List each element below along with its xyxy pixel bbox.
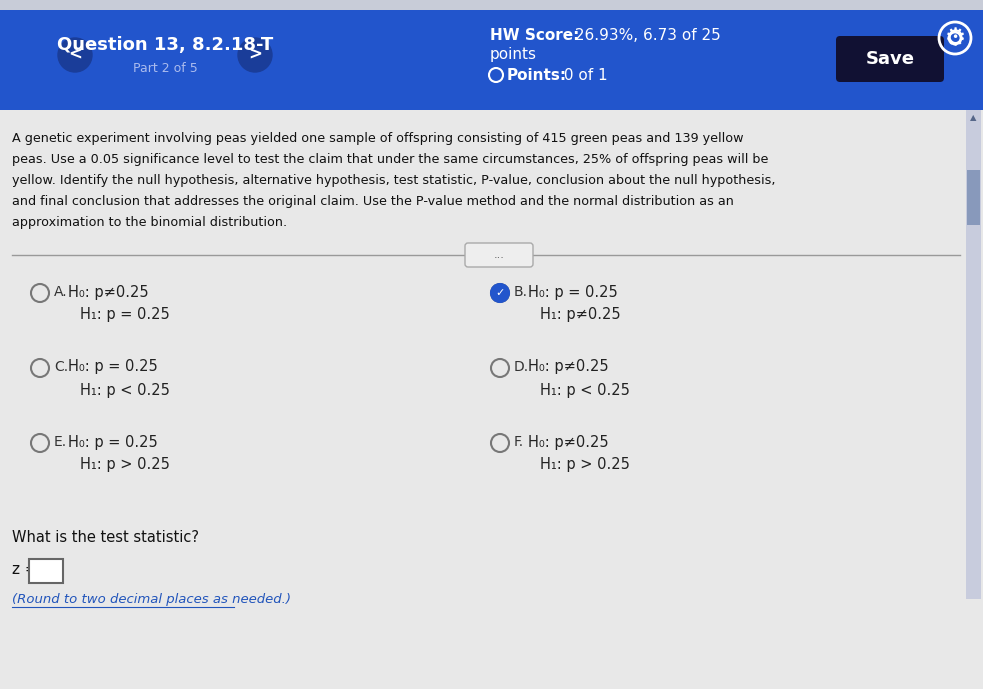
Text: >: > [248,46,262,64]
Text: Part 2 of 5: Part 2 of 5 [133,61,198,74]
Text: A.: A. [54,285,68,299]
Text: ...: ... [493,250,504,260]
FancyBboxPatch shape [967,170,980,225]
Text: D.: D. [514,360,529,374]
Text: H₀: p = 0.25: H₀: p = 0.25 [68,435,157,449]
Text: z =: z = [12,562,37,577]
Text: What is the test statistic?: What is the test statistic? [12,531,199,546]
Text: H₀: p≠0.25: H₀: p≠0.25 [528,435,608,449]
FancyBboxPatch shape [465,243,533,267]
FancyBboxPatch shape [966,110,981,599]
FancyBboxPatch shape [0,110,983,689]
FancyBboxPatch shape [29,559,63,583]
Text: H₀: p≠0.25: H₀: p≠0.25 [68,285,148,300]
Text: H₁: p < 0.25: H₁: p < 0.25 [80,382,170,398]
Text: H₁: p = 0.25: H₁: p = 0.25 [80,307,170,322]
Text: F.: F. [514,435,524,449]
Text: ✓: ✓ [495,288,504,298]
Text: (Round to two decimal places as needed.): (Round to two decimal places as needed.) [12,593,291,606]
Text: yellow. Identify the null hypothesis, alternative hypothesis, test statistic, P-: yellow. Identify the null hypothesis, al… [12,174,776,187]
Text: H₁: p > 0.25: H₁: p > 0.25 [80,457,170,473]
Text: E.: E. [54,435,67,449]
Text: peas. Use a 0.05 significance level to test the claim that under the same circum: peas. Use a 0.05 significance level to t… [12,153,769,166]
Text: H₁: p > 0.25: H₁: p > 0.25 [540,457,630,473]
Text: H₁: p≠0.25: H₁: p≠0.25 [540,307,620,322]
Text: A genetic experiment involving peas yielded one sample of offspring consisting o: A genetic experiment involving peas yiel… [12,132,743,145]
Text: <: < [68,46,82,64]
Text: ⚙: ⚙ [945,26,965,50]
Circle shape [491,284,509,302]
Circle shape [58,38,92,72]
Text: Question 13, 8.2.18-T: Question 13, 8.2.18-T [57,36,273,54]
Text: ▲: ▲ [970,114,976,123]
FancyBboxPatch shape [836,36,944,82]
Text: Points:: Points: [507,68,567,83]
Text: H₁: p < 0.25: H₁: p < 0.25 [540,382,630,398]
Text: H₀: p≠0.25: H₀: p≠0.25 [528,360,608,375]
Text: 26.93%, 6.73 of 25: 26.93%, 6.73 of 25 [570,28,721,43]
Text: and final conclusion that addresses the original claim. Use the P-value method a: and final conclusion that addresses the … [12,195,734,208]
Text: approximation to the binomial distribution.: approximation to the binomial distributi… [12,216,287,229]
Text: H₀: p = 0.25: H₀: p = 0.25 [528,285,617,300]
Text: 0 of 1: 0 of 1 [559,68,607,83]
Text: H₀: p = 0.25: H₀: p = 0.25 [68,360,157,375]
FancyBboxPatch shape [0,0,983,10]
Text: Save: Save [865,50,914,68]
Circle shape [238,38,272,72]
Text: C.: C. [54,360,68,374]
Text: HW Score:: HW Score: [490,28,579,43]
Text: B.: B. [514,285,528,299]
FancyBboxPatch shape [0,10,983,110]
Text: points: points [490,48,537,63]
